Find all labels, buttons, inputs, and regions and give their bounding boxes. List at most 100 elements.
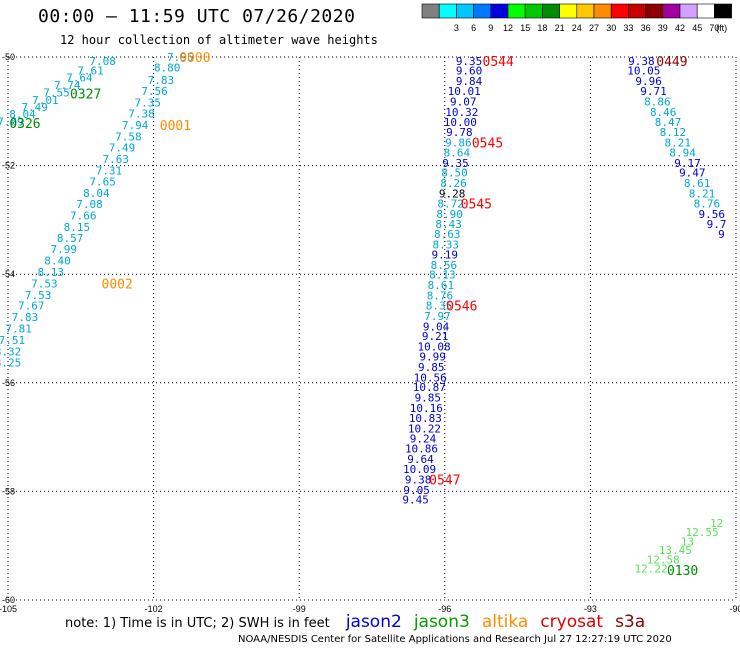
wave-height-value: 12 [710,517,723,530]
latitude-tick-label: -60 [2,595,15,605]
wave-height-value: 8.61 [428,279,455,292]
wave-height-value: 10.83 [409,412,442,425]
satellite-legend-s3a: s3a [615,612,646,632]
wave-height-value: 9.99 [419,351,446,364]
wave-height-value: 7.56 [141,85,168,98]
legend-label: 42 [675,23,685,33]
wave-height-value: 9.96 [635,75,662,88]
wave-height-value: 7.83 [148,74,175,87]
pass-time-label: 0002 [102,277,133,292]
wave-height-value: 8.56 [431,259,458,272]
wave-height-value: 10.22 [408,422,441,435]
legend-swatch [524,3,543,19]
wave-height-value: 8.12 [660,126,687,139]
legend-swatch [542,3,560,19]
pass-time-label: 0449 [656,55,687,70]
pass-time-label: 0130 [667,564,698,579]
wave-height-value: 7.74 [54,79,81,92]
wave-height-value: 8.63 [434,228,461,241]
wave-height-value: 7.66 [70,210,97,223]
wave-height-value: 10.00 [444,116,477,129]
satellite-legend-jason3: jason3 [413,612,470,632]
wave-height-value: 8.64 [444,147,471,160]
legend-swatch [456,3,474,19]
wave-height-value: 7.53 [25,289,52,302]
wave-height-value: 7.64 [66,72,93,85]
longitude-tick-label: -105 [0,604,17,614]
wave-height-value: 8.15 [64,221,91,234]
wave-height-value: 9.21 [422,330,449,343]
wave-height-value: 7.89 [0,116,24,129]
wave-height-value: 7.49 [21,101,48,114]
pass-time-label: 0327 [70,87,101,102]
wave-height-value: 10.56 [414,371,447,384]
wave-height-value: 8.21 [689,187,716,200]
legend-swatch [645,3,664,19]
pass-time-label: 0545 [461,198,492,213]
wave-height-value: 9.28 [439,187,466,200]
legend-label: 27 [589,23,599,33]
legend-label: 30 [606,23,616,33]
page-title: 00:00 – 11:59 UTC 07/26/2020 [38,6,356,27]
wave-height-value: 10.86 [405,443,438,456]
wave-height-value: 9.78 [446,126,473,139]
wave-height-value: 7.63 [102,153,129,166]
wave-height-value: 8.47 [655,116,682,129]
wave-height-value: 8.90 [436,208,463,221]
wave-height-value: 8.72 [437,198,464,211]
legend-swatch [559,3,578,19]
wave-height-value: 12.58 [647,553,680,566]
wave-height-value: 8.80 [154,61,181,74]
wave-height-value: 8.76 [427,289,454,302]
wave-height-value: 7.38 [128,107,155,120]
legend-swatch [696,3,715,19]
legend-label: 33 [623,23,633,33]
wave-height-value: 8.04 [9,108,36,121]
wave-height-value: 9.56 [698,208,725,221]
legend-label: 15 [520,23,530,33]
wave-height-value: 8.86 [644,96,671,109]
legend-label: 21 [555,23,565,33]
wave-height-value: 8.76 [694,198,721,211]
wave-height-value: 8.61 [684,177,711,190]
wave-height-value: 10.05 [627,65,660,78]
wave-height-value: 8.21 [665,136,692,149]
wave-height-value: 9.60 [456,65,483,78]
legend-swatch [490,3,509,19]
legend-label: 70 [709,23,719,33]
wave-height-value: 12.55 [685,526,718,539]
wave-height-value: 8.32 [0,345,21,358]
wave-height-value: 8.94 [669,147,696,160]
wave-height-value: 8.26 [440,177,467,190]
wave-height-value: 9.04 [423,320,450,333]
legend-swatch [438,3,457,19]
color-legend: 3 6 9 12 15 18 21 24 27 30 33 36 39 42 45 70(ft) [421,3,732,33]
wave-height-value: 9.84 [456,75,483,88]
wave-height-value: 7.35 [135,97,162,110]
latitude-tick-label: -52 [2,161,15,171]
wave-height-value: 7.55 [43,86,70,99]
wave-height-value: 8.04 [83,187,110,200]
legend-swatch [679,3,698,19]
wave-height-value: 8.40 [44,255,71,268]
wave-height-value: 7.65 [89,175,116,188]
legend-swatch [421,3,440,19]
wave-height-value: 8.57 [57,232,84,245]
legend-label: 12 [503,23,513,33]
satellite-legend-jason2: jason2 [345,612,402,632]
legend-label: 45 [692,23,702,33]
pass-time-label: 0545 [472,136,503,151]
satellite-legend-altika: altika [481,612,529,632]
wave-height-value: 12.22 [635,563,668,576]
wave-height-value: 13 [681,535,694,548]
note-text: note: 1) Time is in UTC; 2) SWH is in fe… [65,616,330,631]
legend-unit: (ft) [716,23,727,33]
legend-swatch [610,3,629,19]
wave-height-value: 9.85 [418,361,445,374]
satellite-legend: jason2 jason3 altika cryosat s3a [334,612,645,632]
wave-height-value: 9.35 [442,157,469,170]
wave-height-value: 8.13 [429,269,456,282]
pass-time-label: 0546 [446,300,477,315]
wave-height-value: 9.86 [445,136,472,149]
